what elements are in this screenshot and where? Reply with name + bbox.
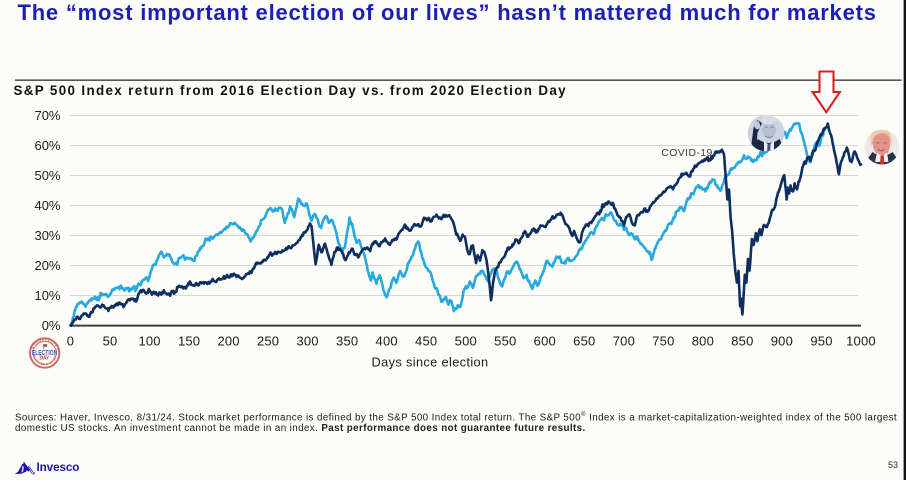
svg-text:600: 600 [534, 333, 556, 348]
svg-text:DAY: DAY [40, 356, 50, 362]
svg-text:300: 300 [296, 333, 318, 348]
svg-text:500: 500 [455, 333, 477, 348]
svg-text:450: 450 [415, 333, 437, 348]
svg-text:30%: 30% [34, 228, 60, 243]
svg-text:800: 800 [692, 333, 714, 348]
svg-text:550: 550 [494, 333, 516, 348]
svg-text:150: 150 [178, 333, 200, 348]
svg-text:0%: 0% [42, 318, 61, 333]
svg-text:1000: 1000 [846, 333, 876, 348]
svg-text:650: 650 [573, 333, 595, 348]
svg-text:50: 50 [103, 333, 118, 348]
svg-text:750: 750 [652, 333, 674, 348]
svg-text:950: 950 [810, 333, 832, 348]
svg-text:ELECTION DAY USA VOTE: ELECTION DAY USA VOTE [0, 0, 58, 366]
svg-text:10%: 10% [34, 288, 60, 303]
svg-text:900: 900 [771, 333, 793, 348]
svg-text:100: 100 [138, 333, 160, 348]
svg-text:350: 350 [336, 333, 358, 348]
svg-text:400: 400 [376, 333, 398, 348]
svg-text:60%: 60% [34, 138, 60, 153]
svg-text:200: 200 [217, 333, 239, 348]
svg-text:20%: 20% [34, 258, 60, 273]
svg-text:0: 0 [67, 333, 74, 348]
svg-text:COVID-19: COVID-19 [661, 148, 713, 159]
svg-text:850: 850 [731, 333, 753, 348]
svg-text:Days since election: Days since election [372, 354, 489, 369]
svg-text:700: 700 [613, 333, 635, 348]
svg-text:40%: 40% [34, 198, 60, 213]
svg-text:70%: 70% [34, 108, 60, 123]
svg-text:250: 250 [257, 333, 279, 348]
svg-text:ELECTION: ELECTION [32, 348, 57, 357]
svg-text:50%: 50% [34, 168, 60, 183]
